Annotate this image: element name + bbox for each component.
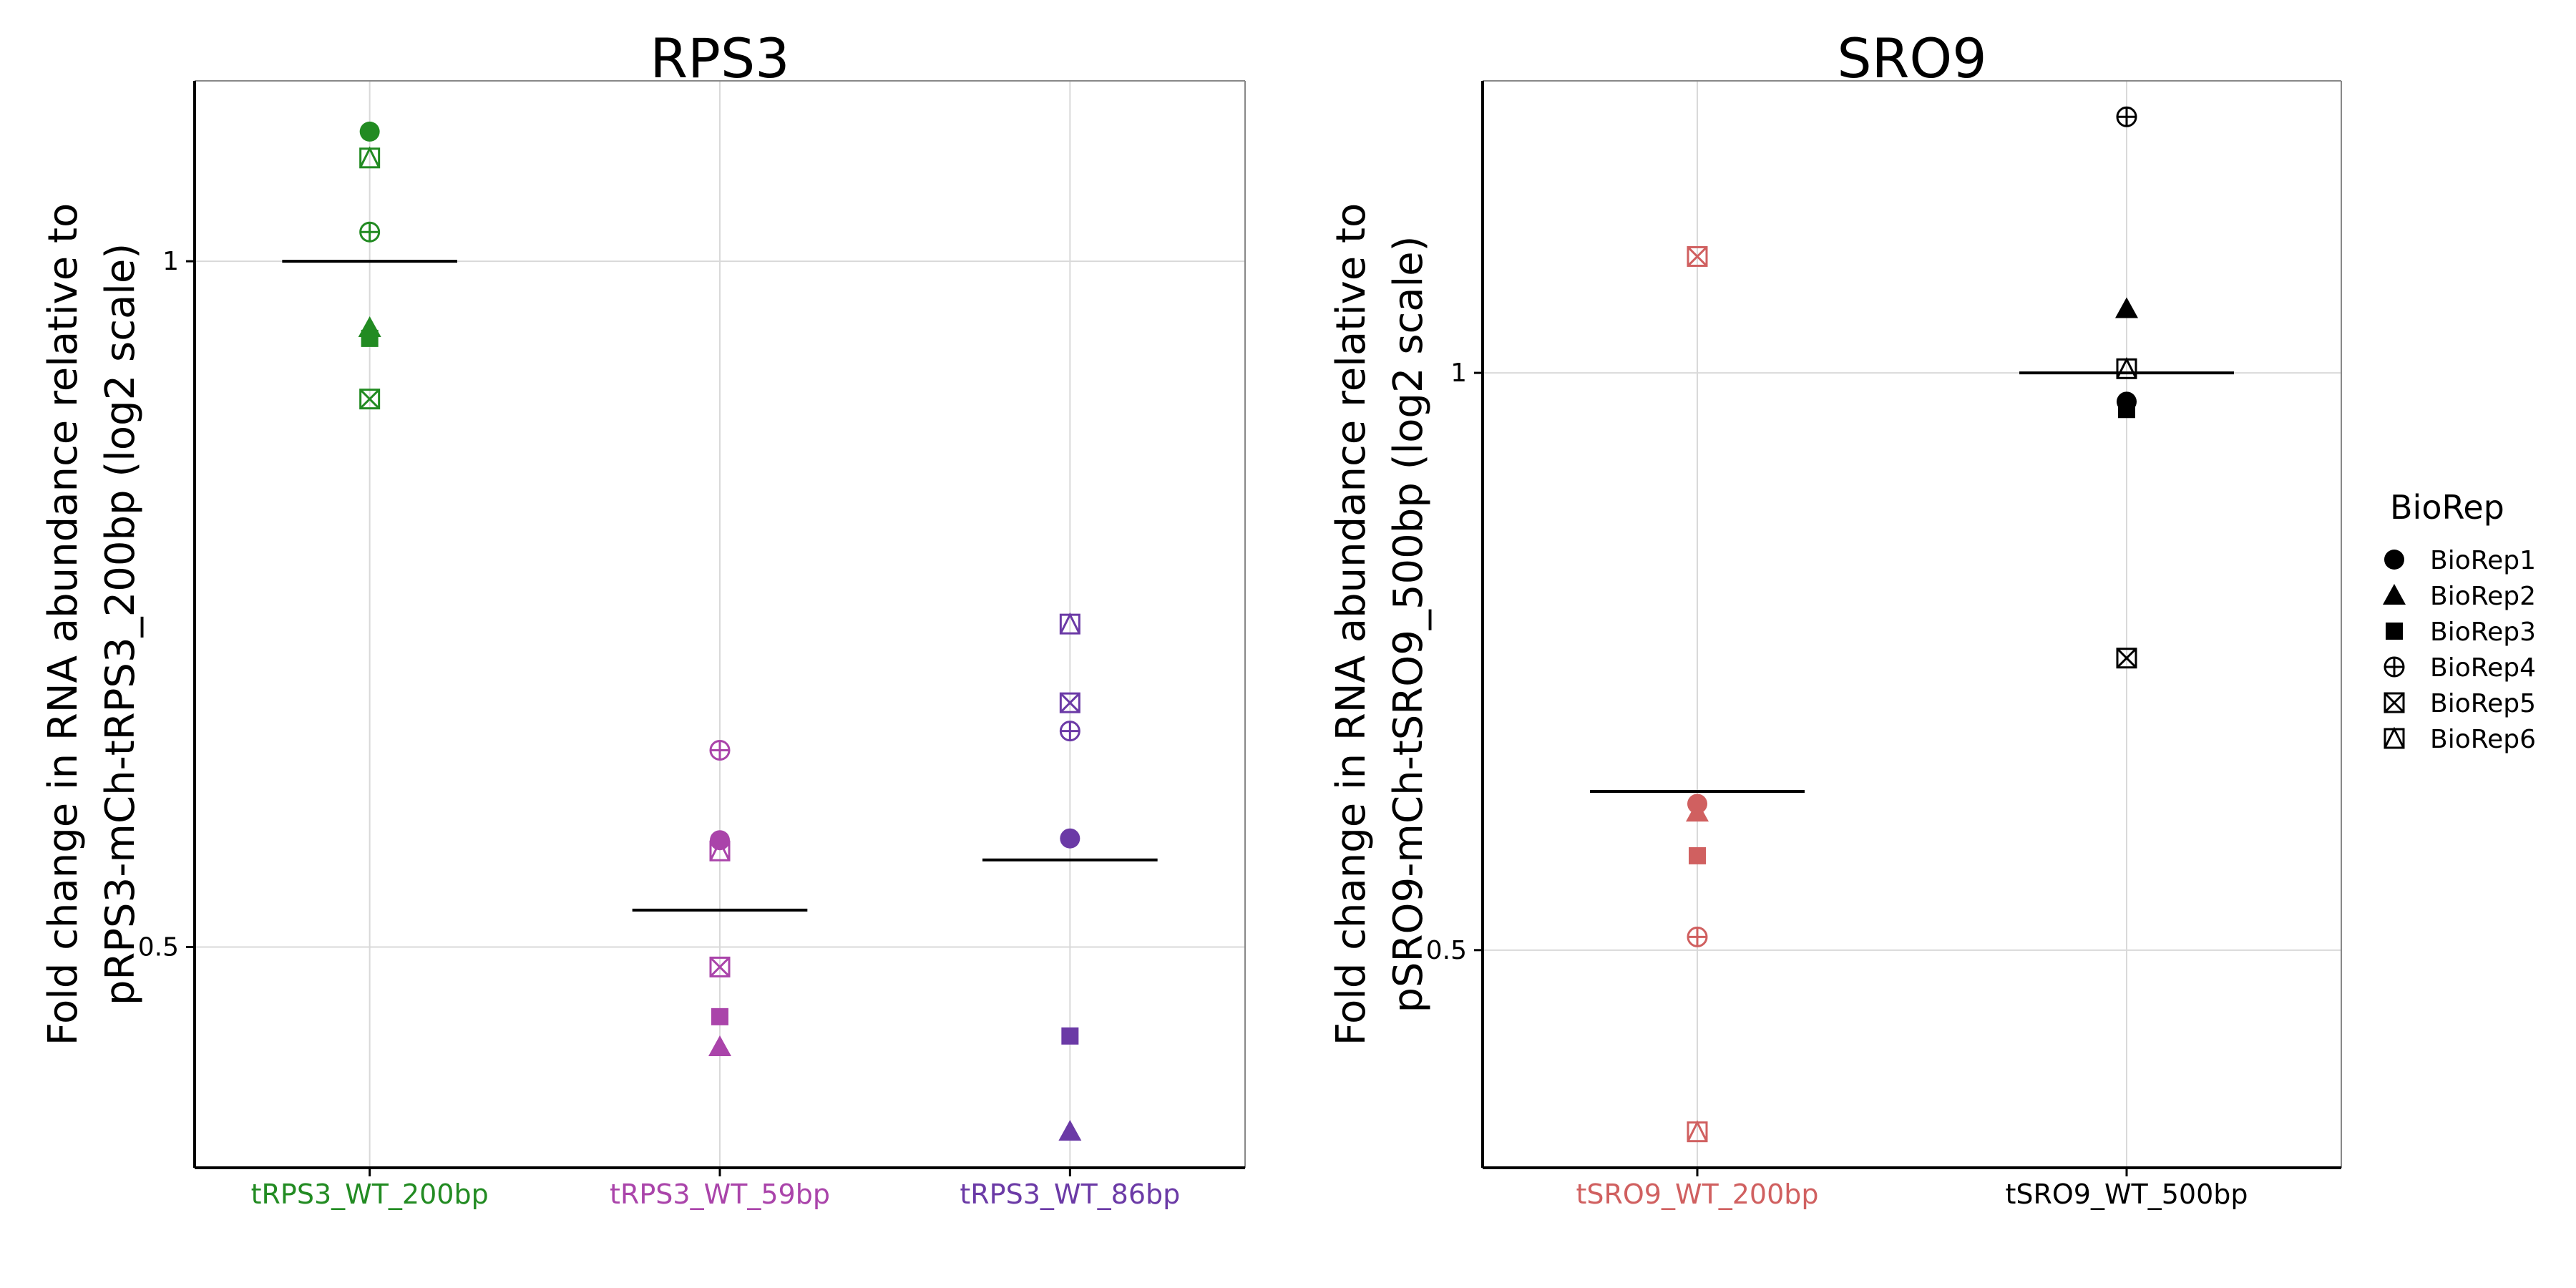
data-point	[2118, 401, 2135, 418]
square-marker	[1061, 1028, 1078, 1045]
x-tick-label: tRPS3_WT_200bp	[251, 1179, 489, 1210]
legend: BioRep BioRep1 BioRep2 BioRep3 BioRep4 BioRep…	[2383, 488, 2536, 754]
y-tick-label: 1	[162, 247, 179, 276]
data-point	[1688, 927, 1707, 946]
circle-marker	[1060, 829, 1080, 849]
data-point	[361, 330, 379, 347]
legend-item-label: BioRep5	[2430, 689, 2536, 718]
legend-title: BioRep	[2390, 488, 2504, 527]
x-tick-label: tSRO9_WT_200bp	[1576, 1179, 1818, 1210]
plot-background	[1483, 81, 2341, 1168]
legend-item-label: BioRep3	[2430, 618, 2536, 647]
x-tick-label: tSRO9_WT_500bp	[2005, 1179, 2248, 1210]
legend-item: BioRep1	[2384, 546, 2536, 575]
triangle-marker	[2383, 584, 2406, 605]
y-axis-label-line: pRPS3-mCh-tRPS3_200bp (log2 scale)	[97, 243, 144, 1005]
y-tick-label: 0.5	[138, 932, 179, 962]
data-point	[361, 223, 379, 241]
square-marker	[711, 1008, 728, 1025]
x-tick-label: tRPS3_WT_59bp	[610, 1179, 830, 1210]
circle-marker	[2384, 550, 2404, 570]
data-point	[1060, 829, 1080, 849]
legend-item-label: BioRep1	[2430, 546, 2536, 575]
inner-triangle	[2385, 729, 2404, 748]
square-marker	[1689, 847, 1706, 864]
square-marker	[2386, 623, 2403, 640]
chart-title: SRO9	[1837, 26, 1986, 90]
data-point	[1689, 847, 1706, 864]
square-marker	[2118, 401, 2135, 418]
data-point	[2117, 107, 2136, 126]
y-axis-label-line: pSRO9-mCh-tSRO9_500bp (log2 scale)	[1385, 236, 1432, 1013]
data-point	[711, 1008, 728, 1025]
y-axis-label-line: Fold change in RNA abundance relative to	[1328, 203, 1375, 1046]
legend-item: BioRep5	[2385, 689, 2536, 718]
chart-panel-2: SRO9 0.5 1 Fold change in RNA abundance rel…	[1328, 26, 2341, 1210]
legend-item: BioRep4	[2385, 653, 2536, 683]
x-tick-label: tRPS3_WT_86bp	[960, 1179, 1180, 1210]
legend-item-label: BioRep6	[2430, 725, 2536, 754]
legend-item: BioRep6	[2385, 725, 2536, 754]
chart-title: RPS3	[650, 26, 789, 90]
square-marker	[361, 330, 379, 347]
y-axis-label-line: Fold change in RNA abundance relative to	[40, 203, 87, 1046]
square-triangle-marker	[2385, 729, 2404, 748]
y-tick-label: 0.5	[1426, 936, 1467, 965]
y-tick-label: 1	[1450, 358, 1467, 388]
data-point	[1060, 722, 1079, 741]
circle-marker	[360, 122, 380, 142]
legend-item-label: BioRep4	[2430, 653, 2536, 683]
data-point	[711, 741, 729, 760]
legend-item: BioRep2	[2383, 582, 2536, 611]
legend-item-label: BioRep2	[2430, 582, 2536, 611]
data-point	[360, 122, 380, 142]
legend-item: BioRep3	[2386, 618, 2536, 647]
data-point	[1061, 1028, 1078, 1045]
chart-panel-1: RPS3 0.5 1 Fold change in RNA abundance rel…	[40, 26, 1245, 1210]
